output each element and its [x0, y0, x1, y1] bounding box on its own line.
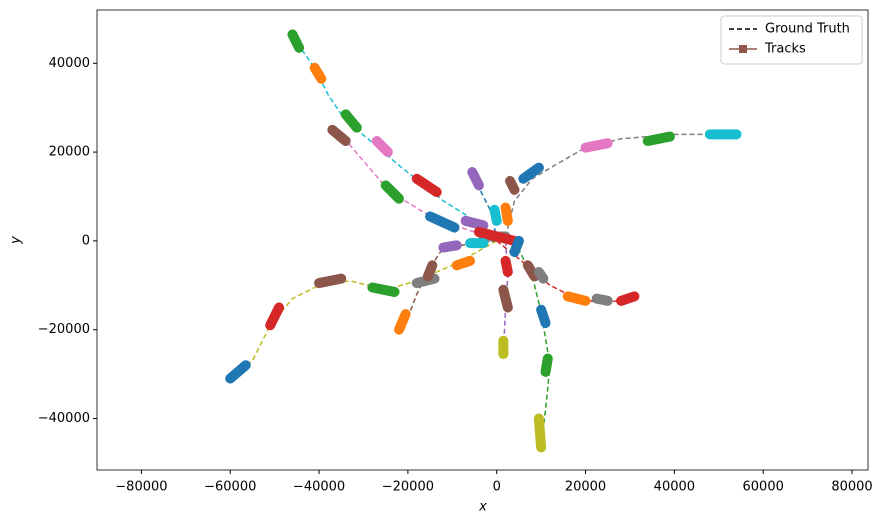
- track: [489, 204, 502, 226]
- y-axis-label: y: [9, 236, 24, 245]
- track: [518, 162, 544, 184]
- x-axis-label: x: [478, 500, 487, 515]
- track: [509, 235, 524, 257]
- track: [425, 211, 460, 233]
- track: [451, 255, 476, 271]
- track: [367, 282, 400, 297]
- track: [562, 291, 591, 306]
- track: [591, 293, 613, 306]
- track: [225, 360, 251, 384]
- legend-marker: [739, 45, 747, 53]
- y-tick-label: −20000: [38, 322, 90, 337]
- track: [422, 260, 438, 282]
- track: [536, 304, 551, 329]
- x-tick-label: 0: [493, 480, 501, 495]
- track: [533, 266, 549, 284]
- track: [380, 180, 405, 204]
- track: [498, 284, 513, 313]
- x-tick-label: 60000: [743, 480, 784, 495]
- plot-frame: [96, 9, 869, 471]
- ground-truth-line: [229, 240, 498, 380]
- track: [500, 202, 513, 226]
- x-tick-label: 40000: [654, 480, 695, 495]
- x-tick-label: 80000: [831, 480, 872, 495]
- track: [309, 62, 327, 84]
- legend-label: Ground Truth: [765, 22, 850, 37]
- track: [642, 131, 675, 146]
- track: [533, 413, 547, 453]
- legend-label: Tracks: [764, 42, 806, 57]
- track: [340, 109, 362, 133]
- track: [371, 135, 393, 158]
- ground-truth-line: [291, 36, 498, 242]
- track: [500, 255, 513, 277]
- y-tick-label: 20000: [49, 145, 90, 160]
- track: [460, 215, 489, 231]
- legend-box: [720, 15, 863, 65]
- track: [616, 291, 640, 306]
- track: [411, 173, 442, 198]
- x-tick-label: 20000: [565, 480, 606, 495]
- track: [438, 240, 462, 253]
- x-tick-label: −60000: [204, 480, 256, 495]
- track: [473, 227, 520, 246]
- track: [467, 167, 484, 191]
- track: [265, 302, 285, 331]
- track: [580, 138, 613, 153]
- track: [522, 260, 540, 282]
- ground-truth-line: [473, 174, 498, 242]
- y-tick-label: 0: [82, 233, 90, 248]
- track: [287, 29, 305, 53]
- track: [540, 353, 553, 377]
- y-tick-label: −40000: [38, 411, 90, 426]
- ground-truth-line: [504, 133, 733, 237]
- x-tick-label: −40000: [293, 480, 345, 495]
- y-tick-label: 40000: [49, 56, 90, 71]
- track: [314, 273, 347, 289]
- x-tick-label: −80000: [115, 480, 167, 495]
- track: [394, 309, 411, 335]
- x-tick-label: −20000: [382, 480, 434, 495]
- track: [505, 175, 520, 195]
- track: [327, 124, 351, 146]
